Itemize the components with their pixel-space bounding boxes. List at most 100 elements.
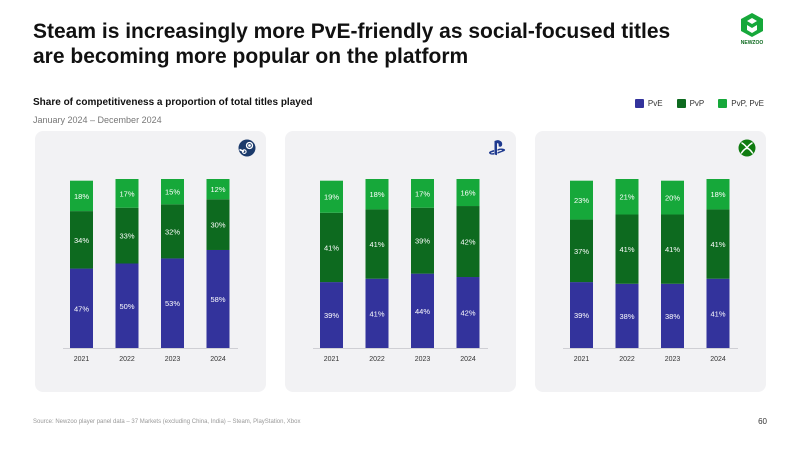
bar-playstation-2021-pvp [320,212,343,283]
data-label-steam-2021-pvp-pve: 18% [74,192,89,201]
chart-panel-playstation: 39% 41% 19% 2021 41% 41% 18% 2022 44% 39% 17% 2023 4… [285,131,516,392]
bar-xbox-2023-pvp-pve [661,180,684,215]
page-number: 60 [758,417,767,426]
legend-label-pvp-pve: PvP, PvE [731,99,764,108]
data-label-steam-2023-pvp: 32% [165,227,180,236]
data-label-playstation-2021-pvp: 41% [324,243,339,252]
data-label-xbox-2024-pve: 41% [710,309,725,318]
steam-icon [238,139,256,157]
x-tick-label-playstation-2021: 2021 [324,356,340,363]
x-tick-label-xbox-2022: 2022 [619,356,635,363]
data-label-playstation-2023-pvp-pve: 17% [415,189,430,198]
legend-item-pvp: PvP [676,99,705,108]
x-tick-label-steam-2024: 2024 [210,356,226,363]
x-tick-label-xbox-2024: 2024 [710,356,726,363]
data-label-playstation-2022-pvp: 41% [369,240,384,249]
data-label-playstation-2024-pvp: 42% [460,238,475,247]
x-tick-label-playstation-2023: 2023 [415,356,431,363]
data-label-playstation-2022-pvp-pve: 18% [369,190,384,199]
data-label-xbox-2024-pvp: 41% [710,240,725,249]
data-label-playstation-2021-pve: 39% [324,311,339,320]
data-label-xbox-2021-pvp: 37% [574,247,589,256]
legend-swatch-pvp [676,99,686,108]
playstation-icon [489,140,506,156]
bar-xbox-2024-pvp-pve [706,179,730,210]
bar-steam-2024-pve [206,249,230,348]
data-label-xbox-2023-pvp: 41% [665,245,680,254]
data-label-playstation-2024-pve: 42% [460,309,475,318]
bar-playstation-2022-pvp [365,209,389,279]
data-label-steam-2024-pvp: 30% [210,221,225,230]
data-label-steam-2022-pvp-pve: 17% [119,189,134,198]
data-label-xbox-2022-pve: 38% [619,312,634,321]
data-label-playstation-2021-pvp-pve: 19% [324,193,339,202]
data-label-xbox-2023-pvp-pve: 20% [665,194,680,203]
legend-label-pve: PvE [647,99,663,108]
data-label-steam-2023-pve: 53% [165,299,180,308]
x-tick-label-steam-2022: 2022 [119,356,135,363]
legend-label-pvp: PvP [689,99,705,108]
bar-steam-2024-pvp [206,199,230,250]
bar-steam-2022-pvp [115,207,139,264]
x-tick-label-xbox-2021: 2021 [574,356,590,363]
legend-item-pvp-pve: PvP, PvE [718,99,764,108]
bar-steam-2023-pvp [161,204,184,259]
bar-xbox-2021-pvp-pve [570,180,593,220]
x-tick-label-steam-2023: 2023 [165,356,181,363]
bar-xbox-2021-pve [570,282,593,348]
bar-playstation-2022-pvp-pve [365,179,389,210]
bar-steam-2023-pvp-pve [161,179,184,205]
source-note: Source: Newzoo player panel data – 37 Ma… [33,419,301,425]
newzoo-logo: NEWZOO [741,13,764,46]
bar-xbox-2024-pve [706,278,730,348]
chart-subtitle: Share of competitiveness a proportion of… [33,97,313,108]
bar-playstation-2021-pve [320,282,343,348]
data-label-steam-2024-pvp-pve: 12% [210,185,225,194]
data-label-xbox-2022-pvp: 41% [619,245,634,254]
data-label-steam-2021-pve: 47% [74,304,89,313]
data-label-steam-2024-pve: 58% [210,295,225,304]
bar-xbox-2022-pvp-pve [615,179,639,215]
legend-swatch-pvp-pve [718,99,728,108]
data-label-steam-2022-pvp: 33% [119,232,134,241]
bar-xbox-2024-pvp [706,209,730,279]
x-tick-label-xbox-2023: 2023 [665,356,681,363]
logo-text: NEWZOO [741,40,764,46]
bar-playstation-2024-pvp-pve [456,179,480,207]
data-label-steam-2023-pvp-pve: 15% [165,188,180,197]
bar-steam-2021-pvp [70,211,93,269]
chart-panel-xbox: 39% 37% 23% 2021 38% 41% 21% 2022 38% 41% 20% 2023 4… [535,131,766,392]
chart-xbox: 39% 37% 23% 2021 38% 41% 21% 2022 38% 41% 20% 2023 4… [563,179,738,363]
legend: PvE PvP PvP, PvE [634,99,764,108]
bar-xbox-2021-pvp [570,219,593,283]
bar-xbox-2023-pvp [661,214,684,284]
bar-playstation-2023-pvp [411,207,434,274]
bar-steam-2021-pvp-pve [70,180,93,212]
bar-playstation-2022-pve [365,278,389,348]
bar-playstation-2023-pvp-pve [411,179,434,208]
chart-panel-steam: 47% 34% 18% 2021 50% 33% 17% 2022 53% 32% 15% 2023 5… [35,131,266,392]
data-label-xbox-2024-pvp-pve: 18% [710,190,725,199]
bar-steam-2022-pve [115,263,139,348]
bar-steam-2022-pvp-pve [115,179,139,208]
data-label-playstation-2023-pve: 44% [415,307,430,316]
page-title: Steam is increasingly more PvE-friendly … [33,20,671,68]
bar-playstation-2024-pve [456,277,480,348]
bar-steam-2024-pvp-pve [206,179,230,200]
data-label-steam-2021-pvp: 34% [74,236,89,245]
bar-playstation-2021-pvp-pve [320,180,343,213]
chart-steam: 47% 34% 18% 2021 50% 33% 17% 2022 53% 32% 15% 2023 5… [63,179,238,363]
data-label-xbox-2021-pvp-pve: 23% [574,196,589,205]
xbox-icon [738,139,756,157]
date-range: January 2024 – December 2024 [33,115,162,125]
bar-playstation-2024-pvp [456,206,480,278]
x-tick-label-playstation-2022: 2022 [369,356,385,363]
data-label-playstation-2023-pvp: 39% [415,237,430,246]
data-label-playstation-2024-pvp-pve: 16% [460,189,475,198]
x-tick-label-playstation-2024: 2024 [460,356,476,363]
bar-xbox-2022-pvp [615,214,639,284]
bar-steam-2023-pve [161,258,184,348]
bar-steam-2021-pve [70,268,93,348]
data-label-xbox-2022-pvp-pve: 21% [619,193,634,202]
data-label-playstation-2022-pve: 41% [369,309,384,318]
